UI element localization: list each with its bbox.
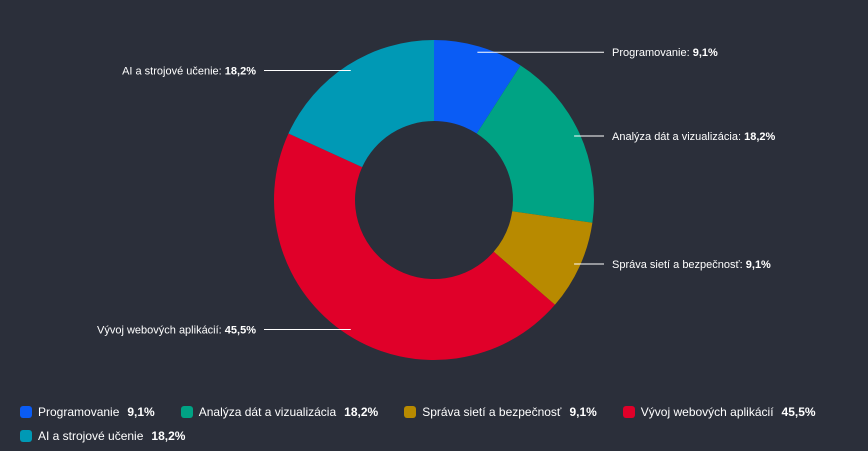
slice-label-1: Analýza dát a vizualizácia: 18,2% — [612, 131, 775, 143]
slice-1[interactable] — [476, 65, 594, 223]
legend-item-0[interactable]: Programovanie 9,1% — [20, 404, 155, 420]
slice-2[interactable] — [493, 211, 593, 305]
legend-item-2[interactable]: Správa sietí a bezpečnosť 9,1% — [404, 404, 597, 420]
legend-label: Programovanie — [38, 405, 120, 419]
legend-swatch — [180, 406, 193, 418]
legend-label: Správa sietí a bezpečnosť — [422, 405, 562, 419]
slice-label-0: Programovanie: 9,1% — [612, 47, 718, 59]
legend-swatch — [404, 406, 417, 418]
legend-label: Vývoj webových aplikácií — [640, 405, 774, 419]
slice-0[interactable] — [434, 40, 521, 134]
legend-value: 9,1% — [569, 405, 597, 419]
legend-value: 45,5% — [781, 405, 816, 419]
slice-3[interactable] — [274, 133, 555, 360]
legend-label: AI a strojové učenie — [38, 429, 144, 443]
legend-item-1[interactable]: Analýza dát a vizualizácia 18,2% — [180, 404, 379, 420]
slice-4[interactable] — [288, 40, 434, 168]
slice-label-3: Vývoj webových aplikácií: 45,5% — [97, 325, 256, 337]
legend-item-3[interactable]: Vývoj webových aplikácií 45,5% — [622, 404, 816, 420]
legend-swatch — [622, 406, 635, 418]
legend-value: 18,2% — [344, 405, 379, 419]
slice-label-2: Správa sietí a bezpečnosť: 9,1% — [612, 259, 771, 271]
legend-value: 18,2% — [151, 429, 186, 443]
legend-swatch — [20, 406, 32, 418]
legend-swatch — [20, 430, 32, 442]
legend-item-4[interactable]: AI a strojové učenie 18,2% — [20, 428, 185, 444]
slice-label-4: AI a strojové učenie: 18,2% — [122, 65, 256, 77]
legend-label: Analýza dát a vizualizácia — [198, 405, 337, 419]
legend-value: 9,1% — [127, 405, 155, 419]
chart-legend: Programovanie 9,1% Analýza dát a vizualizá… — [20, 404, 860, 444]
